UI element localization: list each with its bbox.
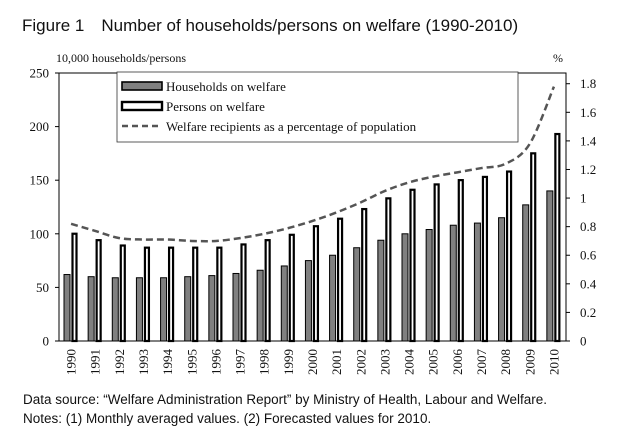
x-tick-label: 2008 xyxy=(498,349,513,375)
legend-label-households: Households on welfare xyxy=(166,79,286,94)
x-tick-label: 1994 xyxy=(160,349,175,376)
legend-label-persons: Persons on welfare xyxy=(166,99,265,114)
bar-households-2002 xyxy=(353,247,361,342)
bar-households-2009 xyxy=(522,204,530,342)
bar-persons-1999 xyxy=(288,233,295,343)
x-tick-label: 2001 xyxy=(329,349,344,375)
left-tick-label: 200 xyxy=(30,119,50,134)
bar-households-2004 xyxy=(401,233,409,342)
x-tick-label: 2009 xyxy=(522,349,537,375)
x-tick-label: 1997 xyxy=(233,349,248,376)
legend-swatch-households xyxy=(121,81,163,91)
bar-persons-2005 xyxy=(433,183,440,343)
bar-households-1994 xyxy=(160,277,168,342)
bar-persons-1990 xyxy=(71,232,78,343)
line-percentage xyxy=(70,86,556,243)
right-tick-label: 0.8 xyxy=(580,219,596,234)
x-tick-labels: 1990 1991 1992 1993 1994 1995 1996 1997 1998 1999… xyxy=(64,349,562,376)
left-tick-label: 50 xyxy=(36,280,49,295)
line-layer xyxy=(70,86,556,243)
bar-persons-2010 xyxy=(554,132,561,343)
notes: Notes: (1) Monthly averaged values. (2) … xyxy=(23,411,432,426)
bar-households-2000 xyxy=(304,260,312,342)
chart-axes: 0 50 100 150 200 250 0 0.2 0.4 0.6 0.8 1 1.2 1.4 1.6 1.… xyxy=(30,66,597,349)
right-tick-label: 1.6 xyxy=(580,105,597,120)
x-tick-label: 1990 xyxy=(64,349,79,375)
bar-persons-1995 xyxy=(192,246,199,343)
bar-persons-2009 xyxy=(530,152,537,343)
bar-persons-1997 xyxy=(240,243,247,343)
x-tick-label: 2000 xyxy=(305,349,320,375)
source-note: Data source: “Welfare Administration Rep… xyxy=(23,392,547,407)
bar-persons-1998 xyxy=(264,239,271,343)
right-tick-label: 1.2 xyxy=(580,162,596,177)
left-tick-label: 250 xyxy=(30,66,50,81)
right-tick-label: 0.2 xyxy=(580,305,596,320)
legend-box xyxy=(116,71,519,143)
bar-persons-1992 xyxy=(119,244,126,343)
x-tick-label: 2007 xyxy=(474,349,489,376)
bar-households-2010 xyxy=(546,190,554,342)
right-tick-label: 0.6 xyxy=(580,248,597,263)
legend: Households on welfare Persons on welfare… xyxy=(116,71,519,143)
left-tick-label: 100 xyxy=(30,226,50,241)
x-tick-label: 1998 xyxy=(257,349,272,375)
x-tick-label: 2006 xyxy=(450,349,465,376)
bar-households-1991 xyxy=(87,276,95,342)
bar-households-2003 xyxy=(377,239,385,342)
right-axis-unit: % xyxy=(553,51,563,65)
bar-households-1990 xyxy=(63,274,71,342)
x-tick-label: 2002 xyxy=(353,349,368,375)
bar-persons-2006 xyxy=(457,179,464,343)
bar-persons-1994 xyxy=(167,246,175,343)
left-axis-unit: 10,000 households/persons xyxy=(56,51,186,65)
x-tick-label: 1992 xyxy=(112,349,127,375)
x-tick-label: 1996 xyxy=(208,349,223,376)
bar-persons-2001 xyxy=(336,217,344,343)
bar-households-1992 xyxy=(111,277,119,342)
bar-households-1999 xyxy=(280,265,288,342)
bar-households-2005 xyxy=(425,229,433,342)
right-tick-label: 0.4 xyxy=(580,276,597,291)
x-tick-label: 1995 xyxy=(184,349,199,375)
bar-households-2007 xyxy=(473,222,481,342)
bar-households-2001 xyxy=(329,254,337,342)
bar-households-1996 xyxy=(208,275,216,342)
bar-persons-2002 xyxy=(361,207,368,343)
bar-households-1997 xyxy=(232,272,240,342)
x-tick-label: 2010 xyxy=(546,349,561,375)
x-tick-label: 2003 xyxy=(377,349,392,375)
bar-households-1998 xyxy=(256,269,264,342)
bar-households-2006 xyxy=(449,224,457,342)
bar-households-1995 xyxy=(184,276,192,342)
x-tick-label: 2004 xyxy=(402,349,417,376)
bar-persons-2004 xyxy=(409,188,416,343)
bar-persons-1996 xyxy=(216,246,223,343)
right-tick-label: 0 xyxy=(580,334,587,349)
x-tick-label: 1999 xyxy=(281,349,296,375)
x-tick-label: 1993 xyxy=(136,349,151,375)
figure-title: Figure 1 Number of households/persons on… xyxy=(22,16,518,35)
bar-persons-2007 xyxy=(481,175,489,343)
legend-label-percentage: Welfare recipients as a percentage of po… xyxy=(166,119,417,134)
right-tick-label: 1.4 xyxy=(580,133,597,148)
legend-swatch-persons xyxy=(120,100,164,112)
left-tick-label: 150 xyxy=(30,173,50,188)
bar-persons-2000 xyxy=(312,225,320,343)
left-tick-label: 0 xyxy=(43,334,50,349)
right-tick-label: 1.8 xyxy=(580,76,596,91)
x-tick-label: 2005 xyxy=(426,349,441,375)
x-tick-label: 1991 xyxy=(88,349,103,375)
bar-persons-1993 xyxy=(143,246,151,343)
bar-group xyxy=(63,132,561,343)
bar-persons-2008 xyxy=(505,170,513,343)
bar-persons-1991 xyxy=(95,239,102,343)
right-tick-label: 1 xyxy=(580,191,587,206)
bar-persons-2003 xyxy=(385,197,392,343)
bar-households-2008 xyxy=(498,217,506,342)
bar-households-1993 xyxy=(135,277,143,342)
